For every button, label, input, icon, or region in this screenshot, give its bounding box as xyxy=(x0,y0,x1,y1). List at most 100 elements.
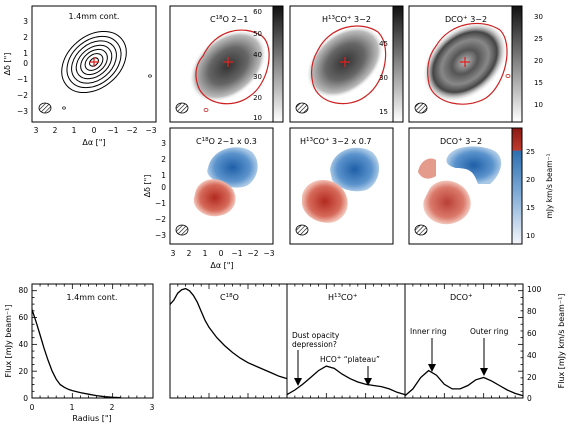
h13co-mom1-label: H xyxy=(300,137,306,146)
svg-text:0: 0 xyxy=(527,394,532,403)
svg-text:40: 40 xyxy=(253,51,262,59)
svg-text:40: 40 xyxy=(18,340,28,349)
svg-text:80: 80 xyxy=(527,307,537,316)
svg-text:40: 40 xyxy=(527,351,537,360)
h13co-mom1-panel: H13CO+ 3−2 x 0.7 xyxy=(289,127,394,245)
annotation-dust-1: Dust opacity xyxy=(292,331,340,340)
svg-text:20: 20 xyxy=(526,176,535,184)
annotation-dust-2: depression? xyxy=(292,340,337,349)
svg-text:15: 15 xyxy=(534,79,543,87)
continuum-map-label: 1.4mm cont. xyxy=(69,12,120,21)
svg-text:30: 30 xyxy=(253,73,262,81)
svg-text:−1: −1 xyxy=(231,249,242,258)
mid-ra-label: Δα ["] xyxy=(210,261,233,270)
h13co-colorbar xyxy=(392,5,404,123)
mom1-colorbar-label: mJy km/s beam⁻¹ xyxy=(545,153,554,218)
continuum-map-panel: 1.4mm cont. xyxy=(31,5,157,123)
beam-ellipse xyxy=(38,102,52,114)
profile-ylabel-left: Flux [mJy beam⁻¹] xyxy=(4,305,13,378)
annotation-plateau: HCO xyxy=(320,355,337,364)
svg-text:3: 3 xyxy=(150,403,155,412)
c18o-mom1-label: C xyxy=(196,137,202,146)
top-ra-label: Δα ["] xyxy=(82,138,105,147)
h13co-profile-line xyxy=(286,365,406,396)
profile-right-ticks: 0 20 40 60 80 100 xyxy=(527,285,542,403)
profile-tick-marks xyxy=(31,284,524,399)
dco-colorbar xyxy=(511,5,523,123)
svg-text:−1: −1 xyxy=(107,126,118,135)
svg-text:15: 15 xyxy=(526,204,535,212)
svg-text:10: 10 xyxy=(526,232,535,240)
mid-axes-ticks: 3 2 1 0 −1 −2 −3 3 2 1 0 −1 −2 −3 xyxy=(155,139,275,258)
svg-text:60: 60 xyxy=(18,313,28,322)
profile-left-ticks: 0 20 40 60 80 xyxy=(18,286,28,403)
svg-text:10: 10 xyxy=(253,114,262,122)
continuum-center-cross xyxy=(89,57,99,67)
svg-text:3: 3 xyxy=(23,17,28,26)
continuum-contours xyxy=(61,30,127,94)
svg-text:25: 25 xyxy=(534,35,543,43)
svg-text:HCO+ “plateau”: HCO+ “plateau” xyxy=(320,355,380,364)
svg-text:0: 0 xyxy=(23,59,28,68)
svg-text:2: 2 xyxy=(110,403,115,412)
svg-text:30: 30 xyxy=(534,13,543,21)
radial-profiles: 1.4mm cont. C18O H13CO+ DCO+ Dust opacit… xyxy=(4,283,566,423)
c18o-colorbar-ticks: 60 50 40 30 20 10 xyxy=(253,8,262,122)
c18o-mom1-panel: C18O 2−1 x 0.3 xyxy=(169,127,274,245)
svg-text:20: 20 xyxy=(253,94,262,102)
mom1-colorbar xyxy=(511,127,523,245)
svg-text:45: 45 xyxy=(379,40,388,48)
profile-xlabel: Radius ["] xyxy=(72,414,111,423)
svg-text:−2: −2 xyxy=(155,215,166,224)
svg-text:1: 1 xyxy=(161,171,166,180)
dco-profile-label: DCO xyxy=(450,293,468,302)
c18o-model-outline xyxy=(195,29,270,105)
profile-x-ticks: 0 1 2 3 xyxy=(30,403,155,412)
svg-text:DCO+ 3−2: DCO+ 3−2 xyxy=(445,15,487,24)
svg-text:C18O: C18O xyxy=(220,293,239,302)
svg-text:0: 0 xyxy=(161,183,166,192)
h13co-map-panel: H13CO+ 3−2 45 30 15 xyxy=(289,5,404,123)
mid-dec-label: Δδ ["] xyxy=(143,175,152,198)
svg-text:1: 1 xyxy=(72,126,77,135)
cont-profile-line xyxy=(31,309,121,399)
svg-text:1: 1 xyxy=(23,49,28,58)
svg-text:60: 60 xyxy=(527,329,537,338)
dco-profile-frame xyxy=(404,283,524,399)
svg-text:−3: −3 xyxy=(145,126,156,135)
svg-text:1: 1 xyxy=(70,403,75,412)
svg-text:0: 0 xyxy=(219,249,224,258)
c18o-profile-frame xyxy=(169,283,288,399)
svg-text:3: 3 xyxy=(34,126,39,135)
svg-text:−2: −2 xyxy=(17,91,28,100)
profile-ylabel-right: Flux [mJy km/s beam⁻¹] xyxy=(557,294,566,389)
svg-text:DCO+: DCO+ xyxy=(450,293,473,302)
svg-text:C18O 2−1: C18O 2−1 xyxy=(210,15,248,24)
svg-text:−3: −3 xyxy=(155,231,166,240)
svg-text:25: 25 xyxy=(526,148,535,156)
c18o-map-panel: C18O 2−1 60 50 40 30 20 10 xyxy=(169,5,284,123)
svg-text:C18O 2−1 x 0.3: C18O 2−1 x 0.3 xyxy=(196,137,257,146)
svg-text:−1: −1 xyxy=(17,75,28,84)
svg-text:2: 2 xyxy=(23,33,28,42)
c18o-map-label-main: C xyxy=(210,15,216,24)
svg-text:H13CO+: H13CO+ xyxy=(328,293,358,302)
svg-text:−2: −2 xyxy=(126,126,137,135)
svg-text:0: 0 xyxy=(23,394,28,403)
svg-text:DCO+ 3−2: DCO+ 3−2 xyxy=(440,137,482,146)
top-axes-ticks: 3 2 1 0 −1 −2 −3 3 2 1 0 −1 −2 −3 xyxy=(17,17,157,135)
svg-text:30: 30 xyxy=(379,74,388,82)
c18o-profile-label: C xyxy=(220,293,226,302)
svg-text:2: 2 xyxy=(161,155,166,164)
top-dec-label: Δδ ["] xyxy=(3,53,12,76)
dco-mom1-label: DCO xyxy=(440,137,458,146)
svg-text:H13CO+ 3−2 x 0.7: H13CO+ 3−2 x 0.7 xyxy=(300,137,371,146)
svg-text:20: 20 xyxy=(527,373,537,382)
svg-text:100: 100 xyxy=(527,285,542,294)
svg-text:0: 0 xyxy=(30,403,35,412)
svg-text:−2: −2 xyxy=(247,249,258,258)
svg-text:3: 3 xyxy=(161,139,166,148)
dco-map-label-main: DCO xyxy=(445,15,463,24)
svg-text:20: 20 xyxy=(18,367,28,376)
c18o-blueshift-lobe xyxy=(207,147,258,188)
